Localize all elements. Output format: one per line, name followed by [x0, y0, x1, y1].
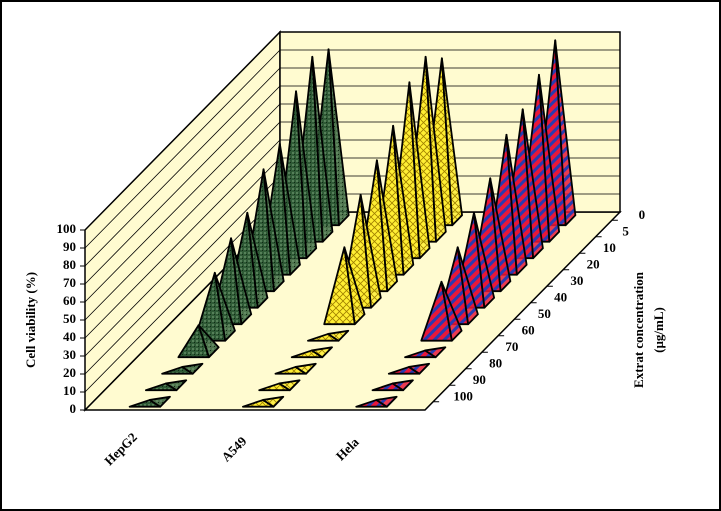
bar-texture	[295, 90, 318, 260]
y-tick-label: 20	[63, 365, 76, 380]
bar-texture	[375, 159, 398, 293]
bar-texture	[538, 73, 561, 243]
y-tick-label: 100	[57, 221, 77, 236]
bar	[290, 346, 333, 359]
bar-texture	[424, 55, 447, 243]
bar	[355, 395, 398, 408]
bar-texture	[505, 133, 528, 276]
bar-texture	[278, 142, 301, 276]
bar-texture	[213, 271, 236, 342]
z-tick-label: 5	[622, 224, 629, 239]
bar	[144, 379, 188, 392]
y-axis-title: Cell viability (%)	[23, 272, 38, 368]
bar-texture	[310, 346, 333, 359]
grid-line	[84, 85, 620, 285]
bar	[307, 329, 350, 342]
bar	[420, 57, 463, 227]
bar-texture	[489, 177, 512, 293]
y-tick-label: 0	[70, 401, 77, 416]
bar	[323, 246, 366, 326]
bar-texture	[392, 124, 415, 276]
y-tick-label: 60	[63, 293, 76, 308]
y-tick-label: 30	[63, 347, 76, 362]
bar-texture	[424, 346, 447, 359]
grid-line	[84, 67, 620, 267]
bar-texture	[327, 48, 350, 227]
z-tick-label: 60	[522, 323, 535, 338]
y-tick-label: 70	[63, 275, 76, 290]
y-tick-label: 50	[63, 311, 76, 326]
bar-texture	[440, 57, 463, 227]
bar	[258, 379, 301, 392]
bar	[274, 362, 317, 375]
bar-texture	[246, 211, 269, 309]
bar-texture	[262, 395, 285, 408]
bar	[242, 395, 285, 408]
y-tick-label: 40	[63, 329, 76, 344]
bar	[161, 362, 204, 375]
grid-line	[84, 103, 620, 303]
bar-texture	[197, 324, 220, 359]
y-tick-label: 80	[63, 257, 76, 272]
bar-texture	[473, 211, 496, 309]
bar-texture	[148, 395, 171, 408]
bar-texture	[375, 395, 398, 408]
bar	[420, 280, 463, 342]
bar	[404, 346, 447, 359]
bar-texture	[165, 379, 188, 392]
bar	[193, 271, 236, 342]
bar-texture	[278, 379, 301, 392]
bar	[128, 395, 171, 408]
bar-texture	[294, 362, 317, 375]
z-axis-title: Extrat concentration	[631, 271, 646, 388]
bar-texture	[311, 55, 334, 243]
grid-line	[84, 121, 620, 321]
bar	[387, 362, 431, 375]
grid-line	[84, 31, 620, 231]
bar	[371, 379, 414, 392]
bar	[177, 324, 220, 359]
bar-texture	[408, 362, 431, 375]
bar-texture	[440, 280, 463, 342]
z-tick-label: 100	[453, 389, 473, 404]
y-tick-label: 10	[63, 383, 76, 398]
bar-texture	[456, 246, 479, 326]
z-tick-label: 0	[639, 207, 646, 222]
grid-line	[84, 49, 620, 249]
bar-texture	[262, 168, 285, 293]
z-tick-label: 10	[603, 240, 616, 255]
bar-texture	[359, 193, 382, 309]
bar-texture	[408, 81, 431, 260]
z-tick-label: 40	[554, 290, 567, 305]
bar-texture	[230, 237, 253, 326]
z-tick-label: 70	[505, 339, 518, 354]
bar-texture	[554, 39, 577, 227]
bar-texture	[343, 246, 366, 326]
z-tick-label: 90	[473, 372, 486, 387]
y-tick-label: 90	[63, 239, 76, 254]
bar-texture	[181, 362, 204, 375]
z-tick-label: 30	[570, 273, 583, 288]
z-axis-title: (µg/mL)	[651, 307, 666, 353]
z-tick-label: 80	[489, 356, 502, 371]
bar-texture	[327, 329, 350, 342]
bar-texture	[391, 379, 414, 392]
z-tick-label: 20	[587, 257, 600, 272]
z-tick-label: 50	[538, 306, 551, 321]
bar	[209, 237, 253, 326]
bar-texture	[521, 108, 544, 260]
